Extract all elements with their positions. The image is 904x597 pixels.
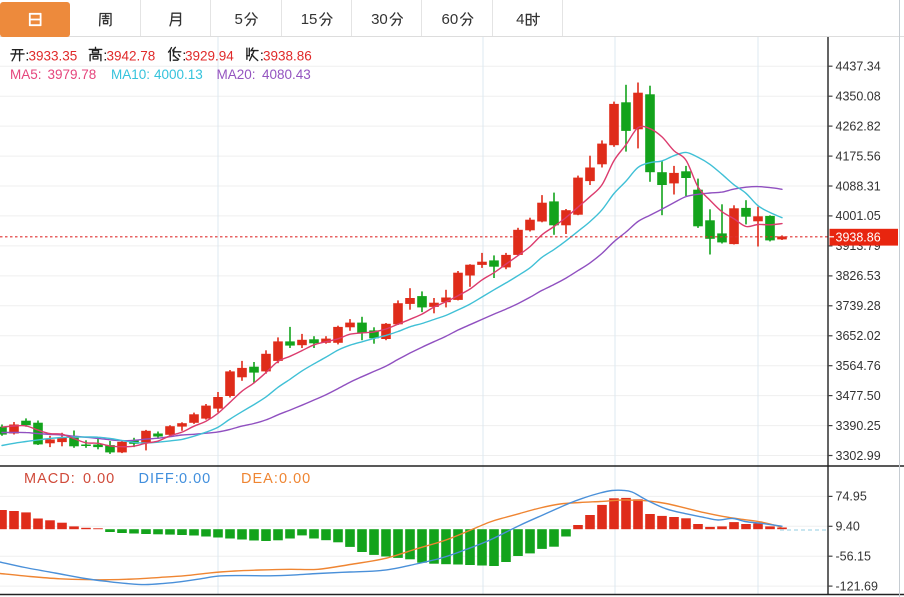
svg-text:::::: :::: — [25, 48, 264, 65]
svg-text:30: 30 — [371, 11, 388, 28]
svg-text:3477.50: 3477.50 — [836, 389, 881, 403]
svg-text:3652.02: 3652.02 — [836, 329, 881, 343]
svg-text:3302.99: 3302.99 — [836, 449, 881, 463]
svg-text:3938.86: 3938.86 — [836, 230, 881, 244]
svg-text:74.95: 74.95 — [836, 490, 867, 504]
svg-text:5: 5 — [235, 11, 243, 28]
svg-text:4350.08: 4350.08 — [836, 90, 881, 104]
svg-text:4088.31: 4088.31 — [836, 179, 881, 193]
svg-text:4175.56: 4175.56 — [836, 149, 881, 163]
svg-text:4437.34: 4437.34 — [836, 60, 881, 74]
svg-text:9.40: 9.40 — [836, 520, 860, 534]
svg-text:3826.53: 3826.53 — [836, 269, 881, 283]
svg-text:-56.15: -56.15 — [836, 550, 871, 564]
svg-text:3739.28: 3739.28 — [836, 299, 881, 313]
svg-text:3564.76: 3564.76 — [836, 359, 881, 373]
svg-text:3390.25: 3390.25 — [836, 419, 881, 433]
svg-text:15: 15 — [301, 11, 318, 28]
svg-text:60: 60 — [442, 11, 459, 28]
svg-text:4: 4 — [516, 11, 524, 28]
svg-text:-121.69: -121.69 — [836, 579, 878, 593]
svg-text:4001.05: 4001.05 — [836, 209, 881, 223]
svg-text:4262.82: 4262.82 — [836, 119, 881, 133]
